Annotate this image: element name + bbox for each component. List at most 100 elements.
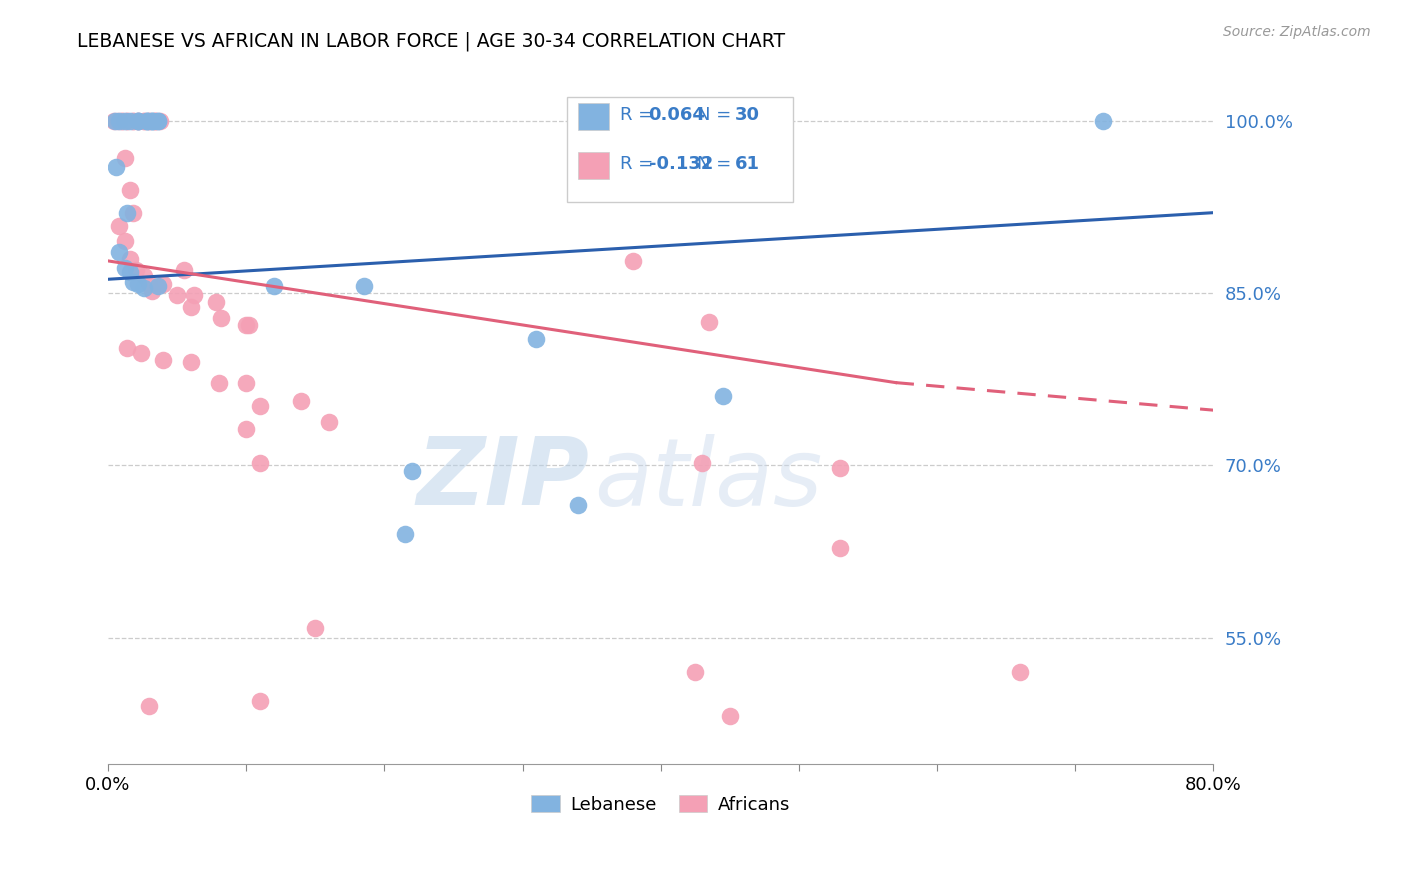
Point: [120, 265, 142, 279]
Text: N =: N =: [697, 106, 737, 125]
Point: [135, 113, 157, 128]
Point: [183, 288, 205, 302]
Point: [235, 318, 257, 333]
Point: [138, 699, 160, 714]
Text: 0.064: 0.064: [648, 106, 706, 125]
Point: [120, 113, 142, 128]
Point: [132, 113, 155, 128]
Point: [830, 541, 852, 555]
Point: [141, 113, 163, 128]
FancyBboxPatch shape: [567, 96, 793, 202]
Point: [120, 183, 142, 197]
Point: [238, 318, 260, 333]
Point: [120, 252, 142, 266]
Point: [690, 456, 713, 470]
Point: [121, 113, 143, 128]
Point: [249, 456, 271, 470]
Point: [108, 113, 131, 128]
Point: [621, 253, 644, 268]
Point: [353, 279, 375, 293]
Text: 30: 30: [735, 106, 759, 125]
Point: [104, 113, 127, 128]
Point: [129, 345, 152, 359]
Point: [124, 263, 146, 277]
Point: [152, 277, 174, 291]
Point: [141, 113, 163, 128]
Point: [143, 113, 166, 128]
Point: [697, 315, 720, 329]
Point: [141, 284, 163, 298]
FancyBboxPatch shape: [578, 152, 609, 179]
Point: [290, 394, 312, 409]
Point: [149, 113, 172, 128]
Point: [135, 113, 157, 128]
Point: [114, 113, 136, 128]
Point: [127, 113, 149, 128]
Point: [103, 113, 125, 128]
Point: [173, 263, 195, 277]
Point: [567, 499, 589, 513]
Text: R =: R =: [620, 155, 659, 173]
Point: [105, 160, 128, 174]
Point: [127, 113, 149, 128]
Point: [132, 281, 155, 295]
Point: [830, 460, 852, 475]
Point: [209, 311, 232, 326]
FancyBboxPatch shape: [578, 103, 609, 130]
Point: [685, 665, 707, 679]
Point: [138, 113, 160, 128]
Point: [401, 464, 423, 478]
Text: R =: R =: [620, 106, 659, 125]
Point: [204, 295, 226, 310]
Point: [138, 277, 160, 291]
Point: [111, 113, 134, 128]
Point: [207, 376, 229, 390]
Point: [235, 376, 257, 390]
Point: [166, 288, 188, 302]
Point: [135, 113, 157, 128]
Text: -0.132: -0.132: [648, 155, 713, 173]
Point: [141, 113, 163, 128]
Point: [718, 708, 741, 723]
Text: ZIP: ZIP: [416, 434, 589, 525]
Point: [132, 268, 155, 283]
Point: [107, 113, 129, 128]
Point: [146, 113, 169, 128]
Point: [146, 113, 169, 128]
Point: [524, 332, 547, 346]
Point: [108, 219, 131, 234]
Point: [114, 151, 136, 165]
Text: atlas: atlas: [595, 434, 823, 524]
Point: [117, 113, 139, 128]
Point: [180, 300, 202, 314]
Point: [117, 113, 139, 128]
Point: [127, 113, 149, 128]
Point: [394, 527, 416, 541]
Point: [114, 260, 136, 275]
Point: [117, 341, 139, 355]
Text: LEBANESE VS AFRICAN IN LABOR FORCE | AGE 30-34 CORRELATION CHART: LEBANESE VS AFRICAN IN LABOR FORCE | AGE…: [77, 31, 786, 51]
Point: [143, 113, 166, 128]
Point: [1091, 113, 1114, 128]
Point: [132, 113, 155, 128]
Point: [180, 355, 202, 369]
Point: [138, 113, 160, 128]
Point: [235, 421, 257, 435]
Point: [143, 113, 166, 128]
Point: [304, 621, 326, 635]
Legend: Lebanese, Africans: Lebanese, Africans: [522, 786, 800, 822]
Point: [127, 113, 149, 128]
Point: [711, 389, 734, 403]
Text: Source: ZipAtlas.com: Source: ZipAtlas.com: [1223, 25, 1371, 39]
Point: [146, 279, 169, 293]
Point: [127, 113, 149, 128]
Text: 61: 61: [735, 155, 759, 173]
Point: [108, 244, 131, 259]
Point: [111, 113, 134, 128]
Point: [152, 352, 174, 367]
Point: [127, 277, 149, 291]
Point: [263, 279, 285, 293]
Point: [121, 275, 143, 289]
Text: N =: N =: [697, 155, 737, 173]
Point: [249, 694, 271, 708]
